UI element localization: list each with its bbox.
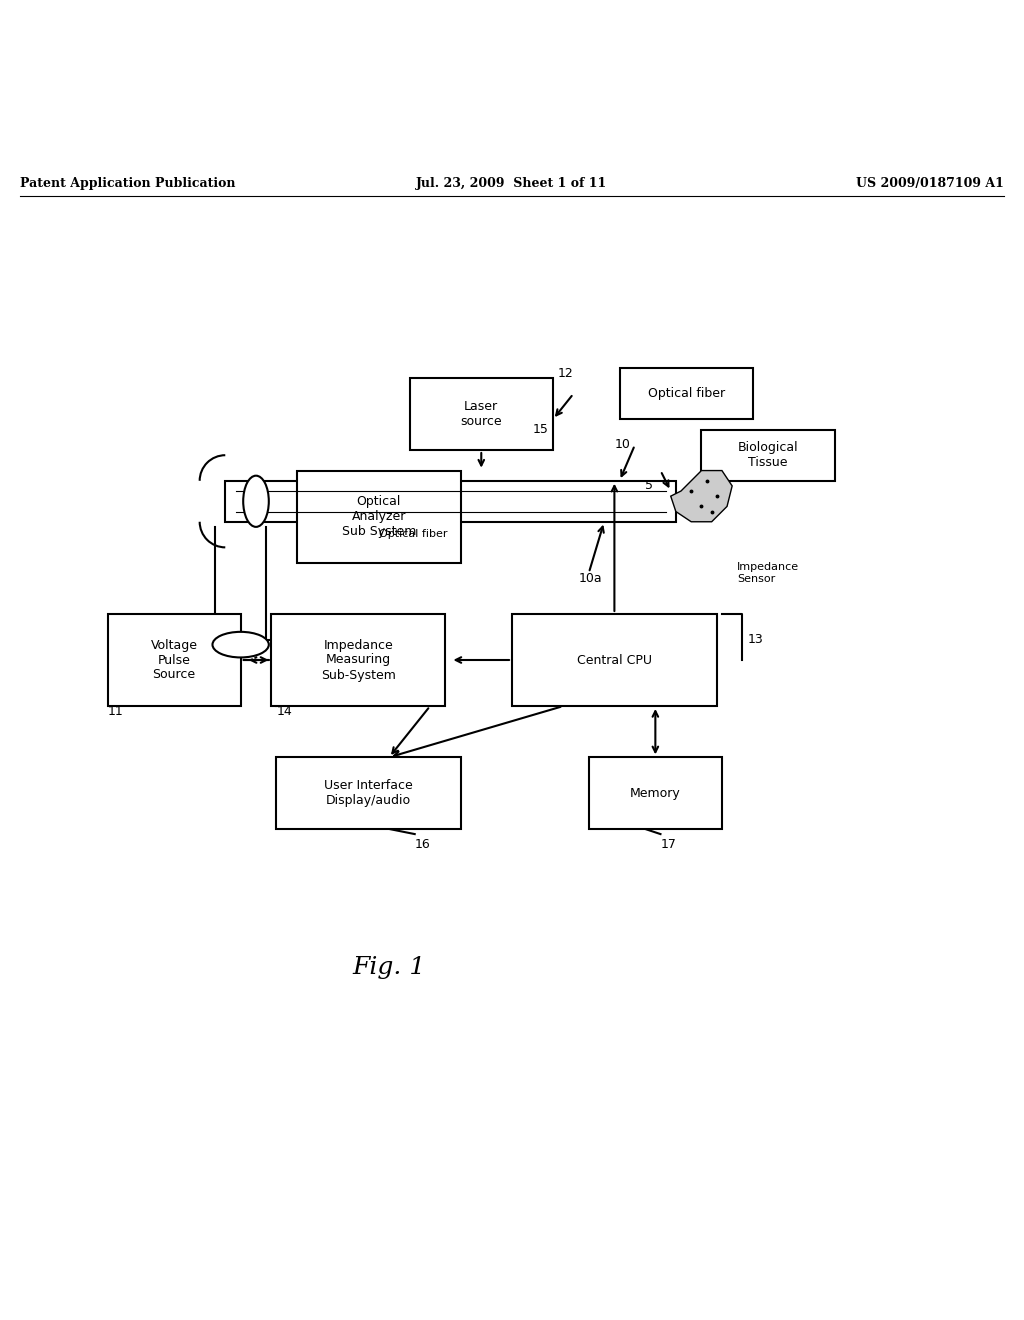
Text: 13: 13	[748, 634, 763, 645]
Text: Patent Application Publication: Patent Application Publication	[20, 177, 236, 190]
Ellipse shape	[213, 632, 268, 657]
Text: Laser
source: Laser source	[461, 400, 502, 428]
Text: Optical fiber: Optical fiber	[379, 529, 447, 539]
Text: 12: 12	[558, 367, 573, 380]
Text: Voltage
Pulse
Source: Voltage Pulse Source	[151, 639, 198, 681]
Text: Impedance
Sensor: Impedance Sensor	[737, 562, 800, 583]
Polygon shape	[671, 470, 732, 521]
FancyBboxPatch shape	[410, 379, 553, 450]
Text: Central CPU: Central CPU	[577, 653, 652, 667]
FancyBboxPatch shape	[271, 614, 445, 706]
Text: 10: 10	[614, 438, 631, 451]
Text: Impedance
Measuring
Sub-System: Impedance Measuring Sub-System	[321, 639, 396, 681]
Text: Fig. 1: Fig. 1	[352, 956, 426, 978]
Text: Biological
Tissue: Biological Tissue	[737, 441, 799, 469]
Text: 16: 16	[415, 838, 430, 851]
Ellipse shape	[244, 475, 268, 527]
Text: 5: 5	[645, 479, 653, 492]
Text: Jul. 23, 2009  Sheet 1 of 11: Jul. 23, 2009 Sheet 1 of 11	[417, 177, 607, 190]
FancyBboxPatch shape	[225, 480, 676, 521]
FancyBboxPatch shape	[297, 470, 461, 562]
FancyBboxPatch shape	[620, 368, 753, 420]
Text: User Interface
Display/audio: User Interface Display/audio	[325, 779, 413, 807]
Text: 11: 11	[108, 705, 123, 718]
Text: Memory: Memory	[630, 787, 681, 800]
Text: 10a: 10a	[579, 572, 602, 585]
Text: Optical fiber: Optical fiber	[647, 387, 725, 400]
FancyBboxPatch shape	[701, 429, 835, 480]
FancyBboxPatch shape	[589, 758, 722, 829]
Text: 14: 14	[276, 705, 292, 718]
FancyBboxPatch shape	[276, 758, 461, 829]
Text: 17: 17	[660, 838, 677, 851]
Text: US 2009/0187109 A1: US 2009/0187109 A1	[856, 177, 1004, 190]
FancyBboxPatch shape	[108, 614, 241, 706]
Text: Optical
Analyzer
Sub System: Optical Analyzer Sub System	[342, 495, 416, 539]
Text: 15: 15	[532, 424, 549, 436]
FancyBboxPatch shape	[512, 614, 717, 706]
